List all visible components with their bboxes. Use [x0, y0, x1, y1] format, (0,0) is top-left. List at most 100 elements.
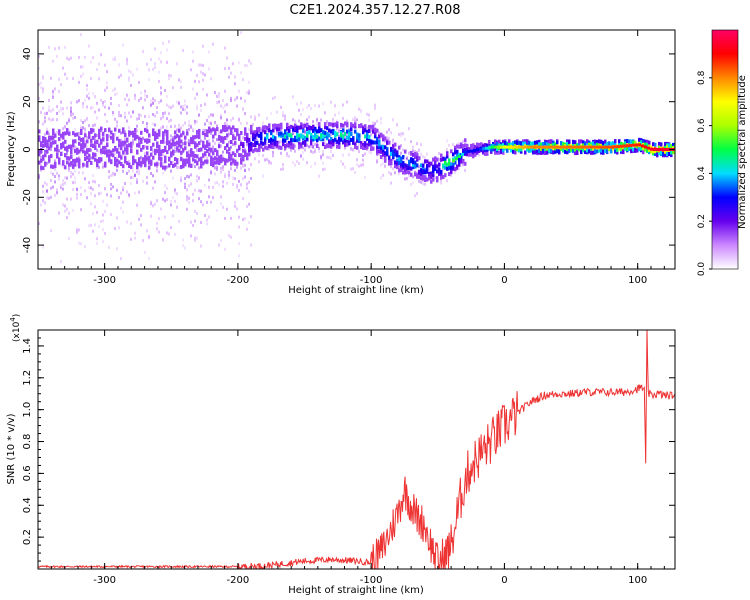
- spectral-noise-cell: [110, 182, 112, 186]
- spectral-peak-cell: [617, 145, 620, 149]
- spectral-ridge-cell: [232, 158, 235, 163]
- spectral-ridge-cell: [176, 146, 179, 151]
- spectral-noise-cell: [254, 115, 256, 119]
- spectral-ridge-cell: [654, 142, 657, 147]
- spectral-ridge-cell: [454, 150, 457, 155]
- spectral-noise-cell: [40, 156, 42, 160]
- spectral-noise-cell: [170, 74, 172, 78]
- spectral-ridge-cell: [348, 135, 351, 140]
- spectral-ridge-cell: [320, 134, 323, 139]
- spectral-ridge-cell: [436, 169, 439, 174]
- spectral-ridge-cell: [148, 156, 151, 161]
- spectral-noise-cell: [118, 63, 120, 67]
- spectral-ridge-cell: [630, 146, 633, 151]
- spectral-noise-cell: [106, 140, 108, 144]
- spectral-noise-cell: [188, 196, 190, 200]
- spectral-ridge-cell: [402, 165, 405, 170]
- spectral-ridge-cell: [160, 152, 163, 157]
- spectral-noise-cell: [124, 97, 126, 101]
- spectral-ridge-cell: [204, 132, 207, 137]
- spectral-noise-cell: [404, 177, 406, 181]
- spectral-ridge-cell: [566, 139, 569, 144]
- spectral-noise-cell: [160, 60, 162, 64]
- spectral-noise-cell: [64, 72, 66, 76]
- spectral-ridge-cell: [202, 153, 205, 158]
- spectral-noise-cell: [274, 145, 276, 149]
- spectral-noise-cell: [242, 137, 244, 140]
- spectral-ridge-cell: [534, 140, 537, 145]
- spectral-ridge-cell: [432, 166, 435, 171]
- spectral-ridge-cell: [650, 149, 653, 154]
- spectral-ridge-cell: [418, 174, 421, 179]
- spectral-noise-cell: [204, 102, 206, 106]
- spectral-noise-cell: [248, 89, 250, 93]
- spectral-noise-cell: [232, 116, 234, 120]
- spectral-noise-cell: [160, 92, 162, 96]
- spectral-ridge-cell: [48, 138, 51, 143]
- spectral-ridge-cell: [388, 155, 391, 160]
- spectral-noise-cell: [240, 155, 242, 159]
- spectral-ridge-cell: [284, 130, 287, 135]
- spectral-ridge-cell: [436, 177, 439, 182]
- spectral-noise-cell: [126, 62, 128, 66]
- spectral-noise-cell: [76, 196, 78, 200]
- spectral-ridge-cell: [400, 156, 403, 161]
- spectral-noise-cell: [316, 117, 318, 121]
- spectral-noise-cell: [398, 172, 400, 176]
- spectral-ridge-cell: [236, 130, 239, 135]
- spectral-ridge-cell: [640, 138, 643, 143]
- spectral-ridge-cell: [122, 150, 125, 155]
- spectral-noise-cell: [306, 161, 308, 165]
- spectral-noise-cell: [84, 189, 86, 193]
- spectral-noise-cell: [376, 119, 378, 123]
- snr-y-tick-label: 1.0: [22, 402, 33, 418]
- spectral-ridge-cell: [414, 164, 417, 169]
- spectral-noise-cell: [204, 183, 206, 187]
- spectral-noise-cell: [156, 111, 158, 115]
- spectral-noise-cell: [234, 75, 236, 79]
- spectral-ridge-cell: [226, 158, 229, 163]
- spectral-ridge-cell: [460, 144, 463, 149]
- spectral-ridge-cell: [344, 138, 347, 143]
- spectral-noise-cell: [142, 239, 144, 243]
- snr-plot-area: [38, 330, 675, 569]
- spectral-ridge-cell: [424, 159, 427, 164]
- spectral-noise-cell: [122, 210, 124, 214]
- spectral-noise-cell: [44, 120, 46, 124]
- spectral-noise-cell: [156, 106, 158, 109]
- spectral-peak-cell: [533, 145, 536, 149]
- spectral-ridge-cell: [292, 138, 295, 143]
- spectral-noise-cell: [588, 147, 590, 151]
- spectral-noise-cell: [76, 163, 78, 167]
- spectral-noise-cell: [50, 229, 52, 233]
- spectral-noise-cell: [130, 70, 132, 74]
- spectral-ridge-cell: [72, 164, 75, 169]
- spectral-noise-cell: [224, 122, 226, 125]
- spectral-noise-cell: [266, 128, 268, 132]
- spectral-noise-cell: [198, 177, 200, 181]
- spectral-ridge-cell: [300, 142, 303, 147]
- spectral-noise-cell: [126, 93, 128, 97]
- spectral-ridge-cell: [160, 157, 163, 161]
- spectral-ridge-cell: [202, 161, 205, 166]
- spectral-ridge-cell: [266, 146, 269, 151]
- spectral-noise-cell: [232, 131, 234, 135]
- spectral-noise-cell: [314, 147, 316, 151]
- spectral-ridge-cell: [310, 135, 313, 140]
- spectral-noise-cell: [128, 193, 130, 197]
- spectral-ridge-cell: [442, 163, 445, 168]
- spectral-ridge-cell: [422, 170, 425, 175]
- spectral-ridge-cell: [294, 135, 297, 140]
- spectral-noise-cell: [160, 117, 162, 121]
- spectral-ridge-cell: [276, 127, 279, 132]
- spectral-noise-cell: [158, 79, 160, 83]
- spectral-noise-cell: [68, 57, 70, 61]
- spectral-noise-cell: [126, 220, 128, 224]
- spectral-ridge-cell: [206, 144, 209, 148]
- spectral-ridge-cell: [464, 143, 467, 148]
- spectral-noise-cell: [118, 226, 120, 230]
- spectral-ridge-cell: [68, 162, 71, 167]
- spectral-ridge-cell: [220, 135, 223, 140]
- spectral-noise-cell: [42, 122, 44, 126]
